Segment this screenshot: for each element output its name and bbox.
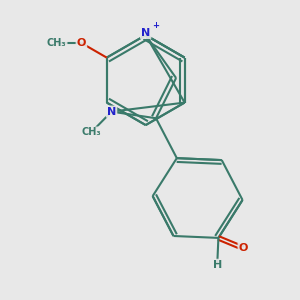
Text: O: O: [238, 243, 248, 253]
Text: O: O: [77, 38, 86, 48]
Text: CH₃: CH₃: [81, 128, 101, 137]
Text: N: N: [141, 28, 150, 38]
Text: CH₃: CH₃: [47, 38, 67, 48]
Text: N: N: [107, 106, 116, 117]
Text: H: H: [213, 260, 222, 270]
Text: +: +: [152, 21, 159, 30]
